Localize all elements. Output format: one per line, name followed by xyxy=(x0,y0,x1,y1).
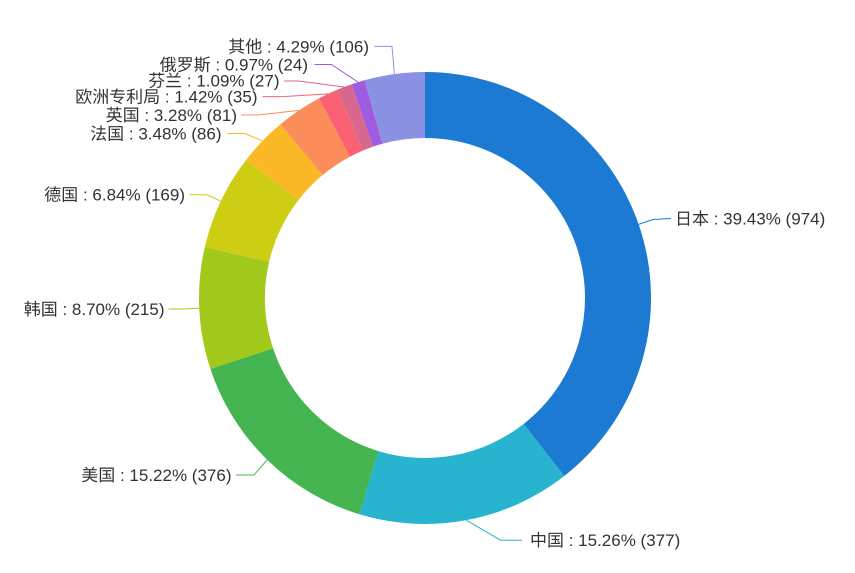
svg-text:: 0.97% (24): : 0.97% (24) xyxy=(211,56,308,75)
svg-text:: 39.43% (974): : 39.43% (974) xyxy=(709,210,825,229)
svg-text:: 15.22% (376): : 15.22% (376) xyxy=(115,466,231,485)
svg-text:: 3.48% (86): : 3.48% (86) xyxy=(124,125,221,144)
svg-text:: 1.42% (35): : 1.42% (35) xyxy=(160,88,257,107)
svg-text:: 8.70% (215): : 8.70% (215) xyxy=(58,300,165,319)
svg-text:: 3.28% (81): : 3.28% (81) xyxy=(140,106,237,125)
svg-text:: 15.26% (377): : 15.26% (377) xyxy=(564,531,680,550)
svg-text:: 1.09% (27): : 1.09% (27) xyxy=(182,72,279,91)
svg-text:: 4.29% (106): : 4.29% (106) xyxy=(262,38,369,57)
svg-text:: 6.84% (169): : 6.84% (169) xyxy=(78,186,185,205)
